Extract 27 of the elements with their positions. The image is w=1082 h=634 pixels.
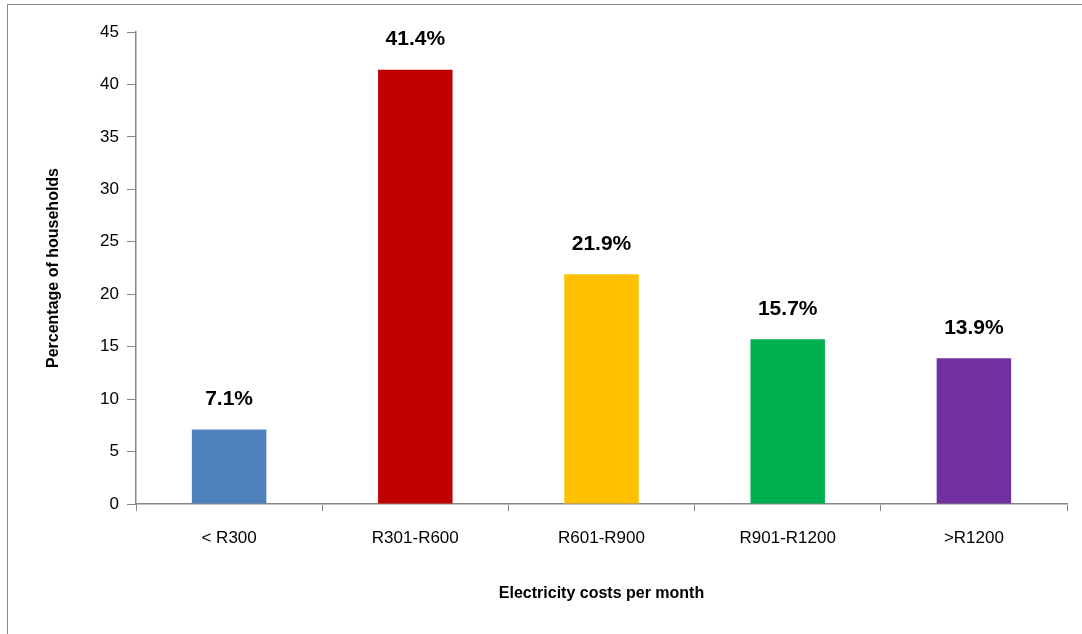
y-tick-label: 35 [100,126,119,146]
data-label: 41.4% [385,26,446,50]
data-label: 7.1% [205,385,254,409]
bar [936,358,1012,504]
x-tick-label: R901-R1200 [739,527,836,547]
data-label: 13.9% [944,314,1004,338]
data-label: 15.7% [757,295,818,319]
bar [191,429,267,504]
y-tick-label: 45 [100,21,119,41]
bar [750,339,825,504]
data-label: 21.9% [571,230,632,254]
x-tick-label: >R1200 [943,527,1004,547]
y-axis-title: Percentage of households [44,167,62,369]
y-tick-label: 5 [109,441,119,461]
x-tick-label: < R300 [201,527,257,547]
y-tick-label: 25 [100,231,119,251]
bar [564,274,639,504]
x-tick-label: R301-R600 [371,527,459,547]
bar [378,69,453,504]
y-tick-label: 20 [100,283,119,303]
y-tick-label: 15 [100,336,119,356]
y-tick-label: 10 [100,388,119,408]
y-tick-label: 30 [100,179,119,199]
y-tick-label: 40 [100,74,119,94]
x-axis-title: Electricity costs per month [498,583,705,601]
y-tick-label: 0 [109,493,119,513]
x-tick-label: R601-R900 [558,527,645,547]
